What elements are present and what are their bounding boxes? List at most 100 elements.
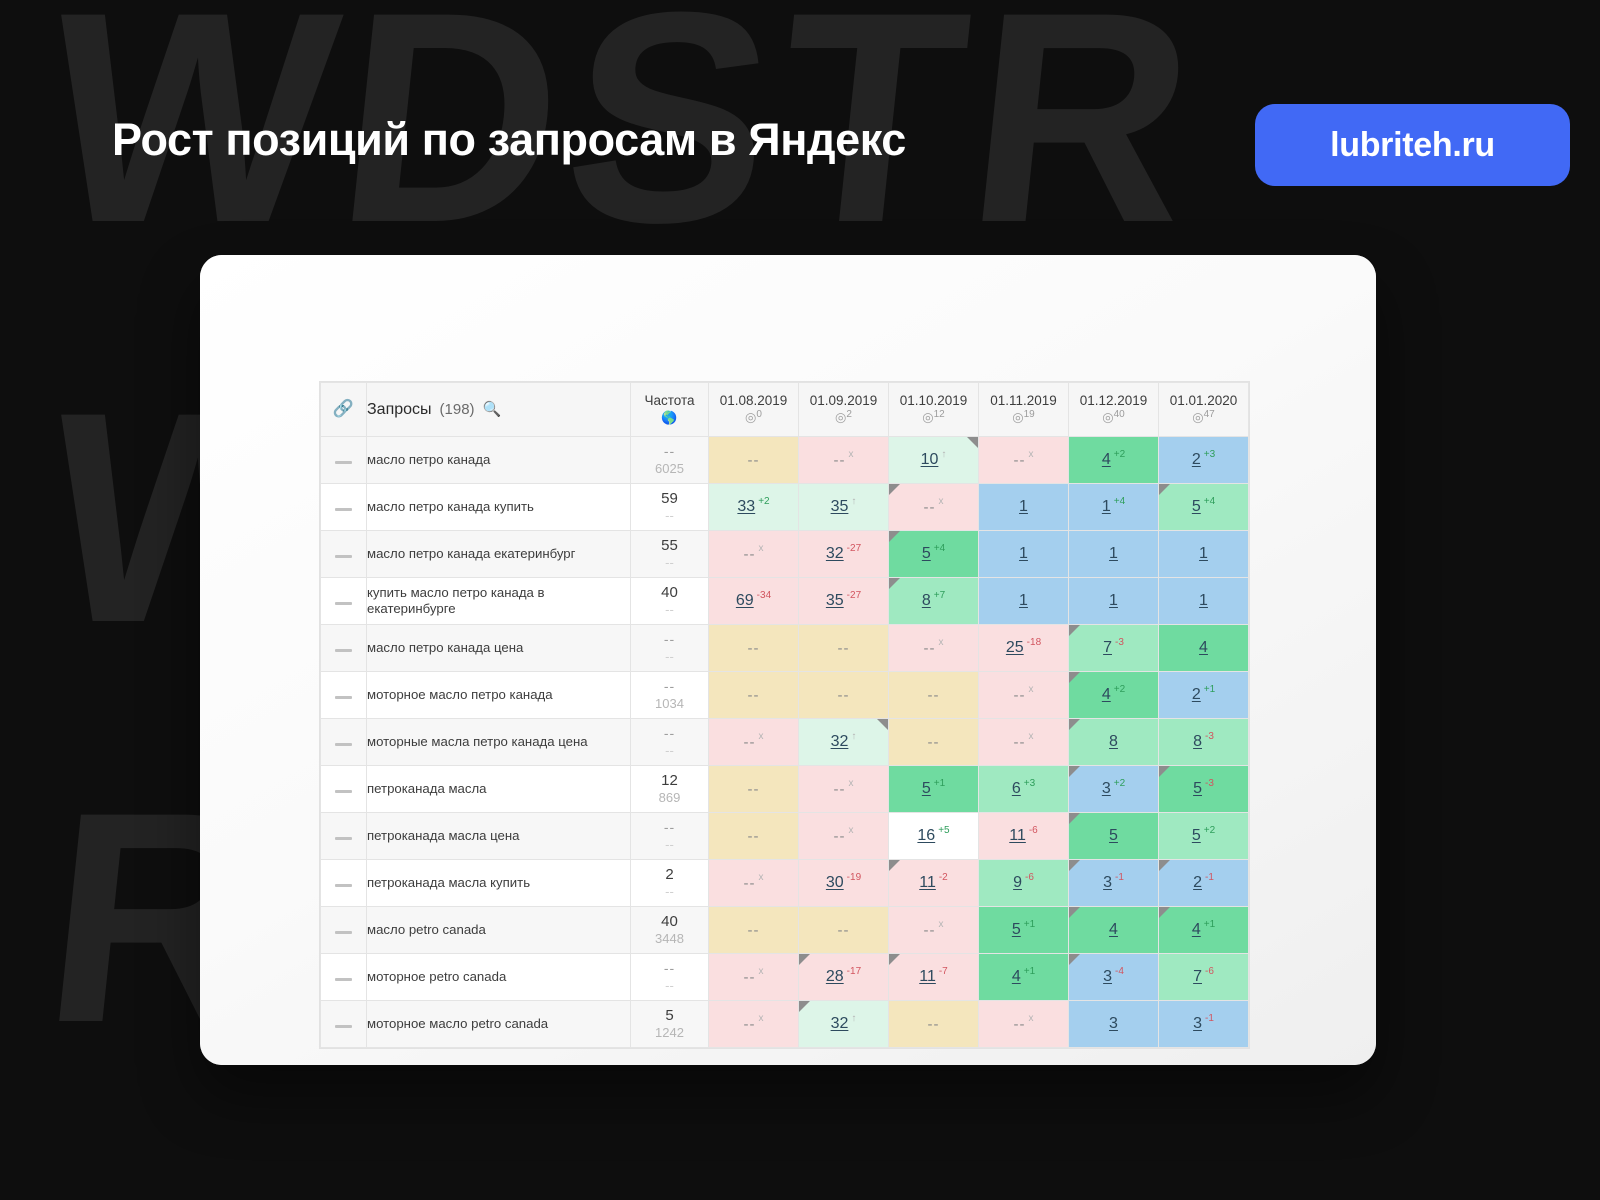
table-row[interactable]: петроканада масла цена -- -- -- -- x 16 +5 11 -6 5… xyxy=(320,812,1249,860)
position-cell[interactable]: 11 -7 xyxy=(888,953,979,1001)
position-cell[interactable]: 30 -19 xyxy=(798,859,889,907)
position-cell[interactable]: 3 +2 xyxy=(1068,765,1159,813)
position-cell[interactable]: -- xyxy=(708,436,799,484)
position-cell[interactable]: 35 -27 xyxy=(798,577,889,625)
table-row[interactable]: петроканада масла 12 869 -- -- x 5 +1 6 +3 3 +2 5 -3 xyxy=(320,765,1249,813)
position-cell[interactable]: -- xyxy=(708,906,799,954)
position-cell[interactable]: 10 ↑ xyxy=(888,436,979,484)
position-cell[interactable]: 6 +3 xyxy=(978,765,1069,813)
position-cell[interactable]: -- x xyxy=(708,1000,799,1048)
header-date-column-2[interactable]: 01.10.2019 ◎12 xyxy=(888,382,979,437)
position-cell[interactable]: 2 +1 xyxy=(1158,671,1249,719)
position-cell[interactable]: 5 -3 xyxy=(1158,765,1249,813)
table-row[interactable]: масло петро канада цена -- -- -- -- -- x 25 -18 7… xyxy=(320,624,1249,672)
query-cell[interactable]: масло петро канада купить xyxy=(366,483,631,531)
site-badge[interactable]: lubriteh.ru xyxy=(1255,104,1570,186)
row-handle-cell[interactable] xyxy=(320,718,367,766)
position-cell[interactable]: 3 xyxy=(1068,1000,1159,1048)
position-cell[interactable]: -- xyxy=(798,624,889,672)
position-cell[interactable]: 1 xyxy=(978,530,1069,578)
position-cell[interactable]: -- xyxy=(888,671,979,719)
position-cell[interactable]: 32 -27 xyxy=(798,530,889,578)
position-cell[interactable]: -- x xyxy=(708,530,799,578)
position-cell[interactable]: -- x xyxy=(888,483,979,531)
position-cell[interactable]: 4 xyxy=(1068,906,1159,954)
position-cell[interactable]: 4 xyxy=(1158,624,1249,672)
row-handle-cell[interactable] xyxy=(320,577,367,625)
position-cell[interactable]: 8 xyxy=(1068,718,1159,766)
query-cell[interactable]: петроканада масла цена xyxy=(366,812,631,860)
position-cell[interactable]: -- xyxy=(708,765,799,813)
position-cell[interactable]: 7 -3 xyxy=(1068,624,1159,672)
table-row[interactable]: масло petro canada 40 3448 -- -- -- x 5 +1 4 4 +1 xyxy=(320,906,1249,954)
position-cell[interactable]: 8 +7 xyxy=(888,577,979,625)
position-cell[interactable]: 1 xyxy=(1068,577,1159,625)
position-cell[interactable]: -- xyxy=(888,1000,979,1048)
row-handle-cell[interactable] xyxy=(320,624,367,672)
position-cell[interactable]: -- x xyxy=(888,624,979,672)
table-row[interactable]: моторное масло petro canada 5 1242 -- x 32 ↑ --… xyxy=(320,1000,1249,1048)
query-cell[interactable]: петроканада масла купить xyxy=(366,859,631,907)
position-cell[interactable]: -- xyxy=(798,671,889,719)
position-cell[interactable]: 2 -1 xyxy=(1158,859,1249,907)
query-cell[interactable]: моторное petro canada xyxy=(366,953,631,1001)
header-date-column-1[interactable]: 01.09.2019 ◎2 xyxy=(798,382,889,437)
position-cell[interactable]: 4 +2 xyxy=(1068,671,1159,719)
position-cell[interactable]: 1 xyxy=(978,577,1069,625)
query-cell[interactable]: масло petro canada xyxy=(366,906,631,954)
position-cell[interactable]: 69 -34 xyxy=(708,577,799,625)
table-row[interactable]: петроканада масла купить 2 -- -- x 30 -19 11 -2 9… xyxy=(320,859,1249,907)
position-cell[interactable]: -- x xyxy=(978,671,1069,719)
query-cell[interactable]: купить масло петро канада в екатеринбург… xyxy=(366,577,631,625)
header-date-column-0[interactable]: 01.08.2019 ◎0 xyxy=(708,382,799,437)
position-cell[interactable]: 32 ↑ xyxy=(798,1000,889,1048)
query-cell[interactable]: моторное масло petro canada xyxy=(366,1000,631,1048)
position-cell[interactable]: 8 -3 xyxy=(1158,718,1249,766)
position-cell[interactable]: -- xyxy=(798,906,889,954)
position-cell[interactable]: -- xyxy=(708,812,799,860)
position-cell[interactable]: 16 +5 xyxy=(888,812,979,860)
position-cell[interactable]: -- x xyxy=(888,906,979,954)
position-cell[interactable]: 5 +4 xyxy=(1158,483,1249,531)
table-row[interactable]: масло петро канада -- 6025 -- -- x 10 ↑ -- x 4 +2 2 +… xyxy=(320,436,1249,484)
position-cell[interactable]: 5 +4 xyxy=(888,530,979,578)
position-cell[interactable]: 35 ↑ xyxy=(798,483,889,531)
row-handle-cell[interactable] xyxy=(320,483,367,531)
position-cell[interactable]: 11 -6 xyxy=(978,812,1069,860)
search-icon[interactable]: 🔍 xyxy=(482,401,502,418)
position-cell[interactable]: 5 xyxy=(1068,812,1159,860)
header-frequency-column[interactable]: Частота 🌎 xyxy=(630,382,709,437)
position-cell[interactable]: 4 +1 xyxy=(978,953,1069,1001)
table-row[interactable]: моторные масла петро канада цена -- -- -- x 3… xyxy=(320,718,1249,766)
position-cell[interactable]: 4 +2 xyxy=(1068,436,1159,484)
query-cell[interactable]: масло петро канада екатеринбург xyxy=(366,530,631,578)
position-cell[interactable]: 1 +4 xyxy=(1068,483,1159,531)
position-cell[interactable]: -- x xyxy=(798,812,889,860)
row-handle-cell[interactable] xyxy=(320,859,367,907)
position-cell[interactable]: 25 -18 xyxy=(978,624,1069,672)
table-row[interactable]: масло петро канада купить 59 -- 33 +2 35 ↑ -- x 1… xyxy=(320,483,1249,531)
position-cell[interactable]: 1 xyxy=(978,483,1069,531)
table-row[interactable]: купить масло петро канада в екатеринбург… xyxy=(320,577,1249,625)
position-cell[interactable]: -- x xyxy=(708,859,799,907)
position-cell[interactable]: -- x xyxy=(978,718,1069,766)
header-query-column[interactable]: Запросы (198) 🔍 xyxy=(366,382,631,437)
position-cell[interactable]: -- x xyxy=(708,953,799,1001)
position-cell[interactable]: -- xyxy=(708,671,799,719)
position-cell[interactable]: 5 +1 xyxy=(978,906,1069,954)
header-date-column-5[interactable]: 01.01.2020 ◎47 xyxy=(1158,382,1249,437)
position-cell[interactable]: -- xyxy=(888,718,979,766)
row-handle-cell[interactable] xyxy=(320,812,367,860)
header-link-column[interactable]: 🔗 xyxy=(320,382,367,437)
position-cell[interactable]: -- x xyxy=(978,1000,1069,1048)
row-handle-cell[interactable] xyxy=(320,436,367,484)
row-handle-cell[interactable] xyxy=(320,765,367,813)
position-cell[interactable]: -- xyxy=(708,624,799,672)
row-handle-cell[interactable] xyxy=(320,671,367,719)
position-cell[interactable]: 7 -6 xyxy=(1158,953,1249,1001)
position-cell[interactable]: 3 -1 xyxy=(1158,1000,1249,1048)
position-cell[interactable]: 3 -4 xyxy=(1068,953,1159,1001)
position-cell[interactable]: 11 -2 xyxy=(888,859,979,907)
position-cell[interactable]: 33 +2 xyxy=(708,483,799,531)
position-cell[interactable]: 28 -17 xyxy=(798,953,889,1001)
